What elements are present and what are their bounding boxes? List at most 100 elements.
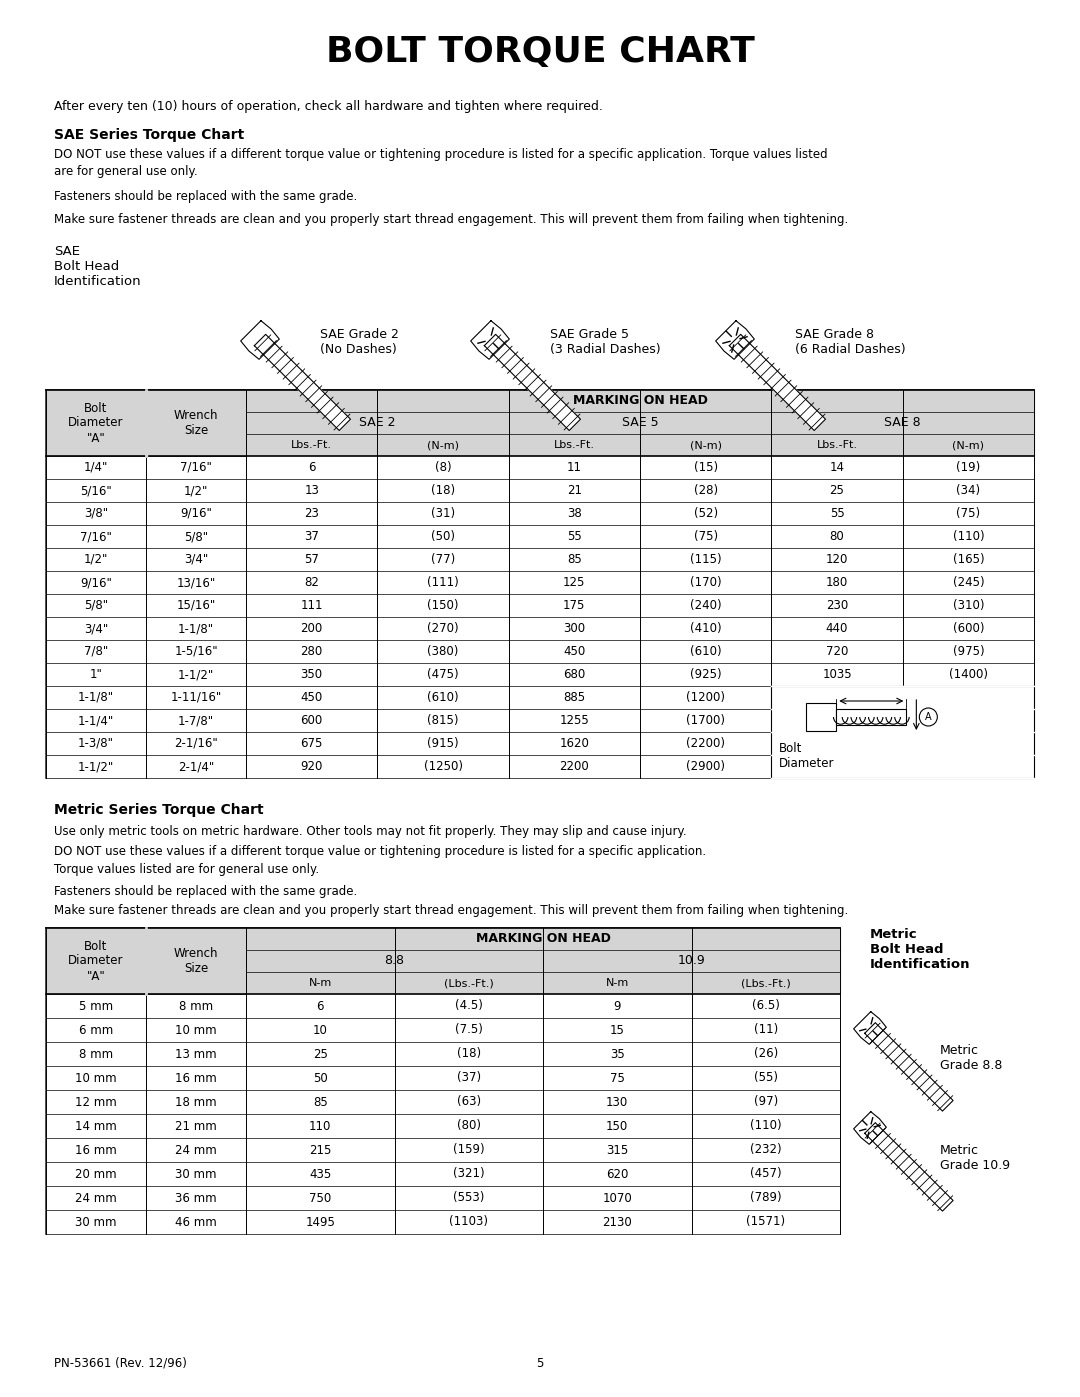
Text: 35: 35	[610, 1048, 624, 1060]
Bar	[46, 390, 1034, 778]
Text: 1620: 1620	[559, 738, 590, 750]
Text: (75): (75)	[956, 507, 981, 520]
Text: (975): (975)	[953, 645, 984, 658]
Text: Bolt
Diameter
"A": Bolt Diameter "A"	[68, 401, 124, 444]
Text: 130: 130	[606, 1095, 629, 1108]
Text: (18): (18)	[431, 483, 455, 497]
Polygon shape	[241, 321, 280, 359]
Text: (26): (26)	[754, 1048, 778, 1060]
Text: 111: 111	[300, 599, 323, 612]
Text: 1-5/16": 1-5/16"	[174, 645, 218, 658]
Bar	[807, 703, 836, 731]
Text: (55): (55)	[754, 1071, 778, 1084]
Text: (1250): (1250)	[423, 760, 462, 773]
Text: are for general use only.: are for general use only.	[54, 165, 198, 177]
Text: 3/4": 3/4"	[184, 553, 208, 566]
Text: 680: 680	[563, 668, 585, 680]
Text: 7/16": 7/16"	[80, 529, 112, 543]
Text: 15: 15	[610, 1024, 624, 1037]
Text: (600): (600)	[953, 622, 984, 636]
Text: 3/8": 3/8"	[84, 507, 108, 520]
Text: 24 mm: 24 mm	[175, 1144, 217, 1157]
Text: (170): (170)	[690, 576, 721, 590]
Text: 1255: 1255	[559, 714, 590, 726]
Text: 1-1/8": 1-1/8"	[78, 692, 114, 704]
Text: (75): (75)	[693, 529, 718, 543]
Bar	[836, 710, 906, 725]
Text: (97): (97)	[754, 1095, 778, 1108]
Text: (915): (915)	[428, 738, 459, 750]
Text: PN-53661 (Rev. 12/96): PN-53661 (Rev. 12/96)	[54, 1356, 187, 1370]
Text: Make sure fastener threads are clean and you properly start thread engagement. T: Make sure fastener threads are clean and…	[54, 904, 848, 916]
Text: (270): (270)	[428, 622, 459, 636]
Polygon shape	[853, 1011, 887, 1045]
Text: 10 mm: 10 mm	[76, 1071, 117, 1084]
Text: 920: 920	[300, 760, 323, 773]
Text: 9: 9	[613, 999, 621, 1013]
Polygon shape	[255, 334, 351, 430]
Text: (610): (610)	[690, 645, 721, 658]
Text: MARKING ON HEAD: MARKING ON HEAD	[475, 933, 610, 946]
Text: (1200): (1200)	[686, 692, 725, 704]
Text: MARKING ON HEAD: MARKING ON HEAD	[572, 394, 707, 408]
Text: 55: 55	[567, 529, 582, 543]
Text: 1": 1"	[90, 668, 103, 680]
Text: 280: 280	[300, 645, 323, 658]
Text: 13: 13	[305, 483, 319, 497]
Text: (410): (410)	[690, 622, 721, 636]
Text: 6: 6	[316, 999, 324, 1013]
Text: (245): (245)	[953, 576, 984, 590]
Text: 57: 57	[305, 553, 319, 566]
Text: (7.5): (7.5)	[455, 1024, 483, 1037]
Text: 180: 180	[826, 576, 848, 590]
Text: Lbs.-Ft.: Lbs.-Ft.	[816, 440, 858, 450]
Text: Fasteners should be replaced with the same grade.: Fasteners should be replaced with the sa…	[54, 190, 357, 203]
Text: (80): (80)	[457, 1119, 481, 1133]
Text: 18 mm: 18 mm	[175, 1095, 217, 1108]
Text: (553): (553)	[454, 1192, 485, 1204]
Text: DO NOT use these values if a different torque value or tightening procedure is l: DO NOT use these values if a different t…	[54, 148, 827, 161]
Text: 16 mm: 16 mm	[175, 1071, 217, 1084]
Text: (18): (18)	[457, 1048, 481, 1060]
Text: 50: 50	[313, 1071, 327, 1084]
Text: (150): (150)	[428, 599, 459, 612]
Text: 8 mm: 8 mm	[179, 999, 213, 1013]
Text: Use only metric tools on metric hardware. Other tools may not fit properly. They: Use only metric tools on metric hardware…	[54, 826, 687, 838]
Text: Bolt
Diameter: Bolt Diameter	[780, 742, 835, 770]
Text: SAE
Bolt Head
Identification: SAE Bolt Head Identification	[54, 244, 141, 288]
Text: 1070: 1070	[603, 1192, 632, 1204]
Text: 1035: 1035	[822, 668, 852, 680]
Text: 720: 720	[826, 645, 848, 658]
Text: 7/8": 7/8"	[84, 645, 108, 658]
Text: 315: 315	[606, 1144, 629, 1157]
Text: (925): (925)	[690, 668, 721, 680]
Text: 7/16": 7/16"	[180, 461, 212, 474]
Text: 620: 620	[606, 1168, 629, 1180]
Text: 82: 82	[305, 576, 319, 590]
Text: 2200: 2200	[559, 760, 590, 773]
Text: 16 mm: 16 mm	[76, 1144, 117, 1157]
Text: 5/16": 5/16"	[80, 483, 112, 497]
Text: (310): (310)	[953, 599, 984, 612]
Text: 1-3/8": 1-3/8"	[78, 738, 114, 750]
Text: (N-m): (N-m)	[427, 440, 459, 450]
Text: (N-m): (N-m)	[690, 440, 721, 450]
Text: 120: 120	[826, 553, 848, 566]
Text: 3/4": 3/4"	[84, 622, 108, 636]
Text: 5/8": 5/8"	[184, 529, 208, 543]
Text: (815): (815)	[428, 714, 459, 726]
Text: 15/16": 15/16"	[176, 599, 216, 612]
Text: (N-m): (N-m)	[953, 440, 984, 450]
Text: (50): (50)	[431, 529, 455, 543]
Text: 55: 55	[829, 507, 845, 520]
Text: (Lbs.-Ft.): (Lbs.-Ft.)	[741, 978, 791, 988]
Text: Lbs.-Ft.: Lbs.-Ft.	[292, 440, 333, 450]
Text: 12 mm: 12 mm	[76, 1095, 117, 1108]
Text: 675: 675	[300, 738, 323, 750]
Text: (77): (77)	[431, 553, 455, 566]
Text: 20 mm: 20 mm	[76, 1168, 117, 1180]
Text: 1-1/2": 1-1/2"	[78, 760, 114, 773]
Text: (240): (240)	[690, 599, 721, 612]
Text: 85: 85	[567, 553, 582, 566]
Text: Bolt
Diameter
"A": Bolt Diameter "A"	[68, 940, 124, 982]
